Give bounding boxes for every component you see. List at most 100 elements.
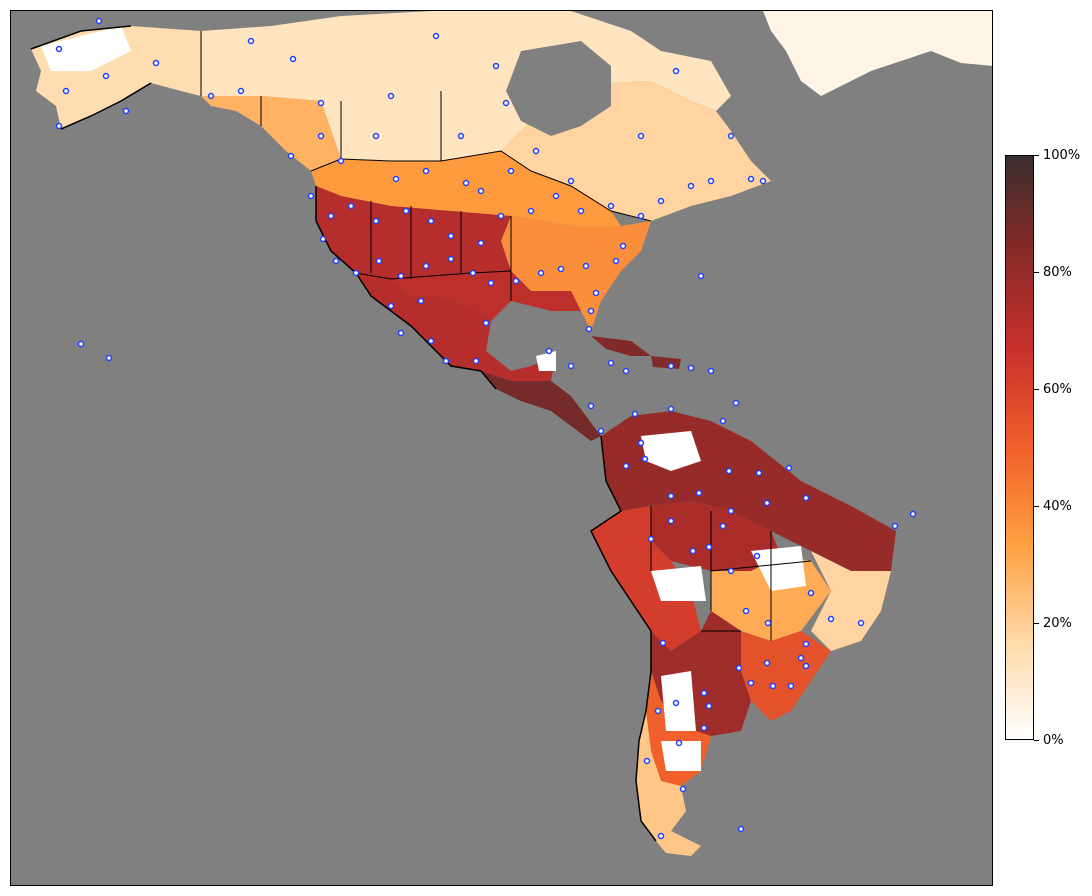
circle-marker-icon <box>352 269 360 277</box>
circle-marker-icon <box>487 279 495 287</box>
circle-marker-icon <box>337 157 345 165</box>
circle-marker-icon <box>764 619 772 627</box>
circle-marker-icon <box>587 307 595 315</box>
circle-marker-icon <box>105 354 113 362</box>
circle-marker-icon <box>727 507 735 515</box>
colorbar-tick <box>1034 506 1039 507</box>
coastlines <box>30 25 657 842</box>
colorbar-tick <box>1034 623 1039 624</box>
circle-marker-icon <box>719 417 727 425</box>
peru-bolivia-land <box>591 506 701 651</box>
canada-north-land <box>201 11 731 161</box>
circle-marker-icon <box>447 232 455 240</box>
coastline <box>315 186 497 390</box>
circle-marker-icon <box>397 272 405 280</box>
circle-marker-icon <box>552 192 560 200</box>
circle-marker-icon <box>755 469 763 477</box>
circle-marker-icon <box>637 132 645 140</box>
circle-marker-icon <box>427 337 435 345</box>
border-line <box>260 91 442 161</box>
circle-marker-icon <box>597 427 605 435</box>
border-line <box>370 201 512 301</box>
circle-marker-icon <box>332 257 340 265</box>
circle-marker-icon <box>697 272 705 280</box>
no-data-patch <box>41 26 131 71</box>
tierra-del-fuego-land <box>656 831 701 856</box>
central-america-land <box>481 371 601 441</box>
circle-marker-icon <box>667 362 675 370</box>
circle-marker-icon <box>657 197 665 205</box>
circle-marker-icon <box>727 567 735 575</box>
circle-marker-icon <box>497 212 505 220</box>
circle-marker-icon <box>827 615 835 623</box>
circle-marker-icon <box>687 182 695 190</box>
circle-marker-icon <box>477 187 485 195</box>
circle-marker-icon <box>417 297 425 305</box>
circle-marker-icon <box>909 510 917 518</box>
border-line <box>355 270 512 280</box>
circle-marker-icon <box>607 359 615 367</box>
no-data-patch <box>661 741 701 771</box>
circle-marker-icon <box>769 682 777 690</box>
circle-marker-icon <box>287 152 295 160</box>
circle-marker-icon <box>512 277 520 285</box>
circle-marker-icon <box>585 325 593 333</box>
circle-marker-icon <box>237 87 245 95</box>
circle-marker-icon <box>705 543 713 551</box>
circle-marker-icon <box>612 257 620 265</box>
circle-marker-icon <box>207 92 215 100</box>
colorbar-label-20: 20% <box>1043 616 1072 631</box>
map-panel <box>10 10 993 886</box>
canada-west-land <box>201 96 341 171</box>
station-markers <box>55 17 917 840</box>
circle-marker-icon <box>727 132 735 140</box>
circle-marker-icon <box>469 269 477 277</box>
circle-marker-icon <box>657 832 665 840</box>
circle-marker-icon <box>687 364 695 372</box>
colorbar-label-80: 80% <box>1043 265 1072 280</box>
circle-marker-icon <box>247 37 255 45</box>
no-data-patch <box>751 546 806 591</box>
circle-marker-icon <box>672 67 680 75</box>
border-line <box>310 150 652 222</box>
circle-marker-icon <box>462 179 470 187</box>
circle-marker-icon <box>735 664 743 672</box>
circle-marker-icon <box>695 489 703 497</box>
circle-marker-icon <box>763 499 771 507</box>
circle-marker-icon <box>472 357 480 365</box>
brazil-south-land <box>741 631 831 721</box>
no-data-patch <box>651 566 706 601</box>
colorbar-label-40: 40% <box>1043 499 1072 514</box>
circle-marker-icon <box>387 302 395 310</box>
circle-marker-icon <box>672 699 680 707</box>
circle-marker-icon <box>477 239 485 247</box>
circle-marker-icon <box>707 367 715 375</box>
no-data-patch <box>641 431 701 471</box>
circle-marker-icon <box>372 217 380 225</box>
patagonia-land <box>636 711 686 841</box>
circle-marker-icon <box>592 289 600 297</box>
circle-marker-icon <box>763 659 771 667</box>
coastline <box>590 435 657 842</box>
colorbar-label-100: 100% <box>1043 148 1081 163</box>
circle-marker-icon <box>622 367 630 375</box>
circle-marker-icon <box>387 92 395 100</box>
circle-marker-icon <box>557 265 565 273</box>
greenland-land <box>763 11 992 96</box>
circle-marker-icon <box>891 522 899 530</box>
circle-marker-icon <box>427 217 435 225</box>
circle-marker-icon <box>492 62 500 70</box>
us-east-land <box>501 216 651 331</box>
circle-marker-icon <box>675 739 683 747</box>
circle-marker-icon <box>619 242 627 250</box>
circle-marker-icon <box>402 207 410 215</box>
circle-marker-icon <box>622 462 630 470</box>
map-canvas <box>11 11 992 885</box>
circle-marker-icon <box>807 589 815 597</box>
circle-marker-icon <box>457 132 465 140</box>
circle-marker-icon <box>442 357 450 365</box>
circle-marker-icon <box>785 464 793 472</box>
circle-marker-icon <box>742 607 750 615</box>
circle-marker-icon <box>759 177 767 185</box>
circle-marker-icon <box>707 177 715 185</box>
